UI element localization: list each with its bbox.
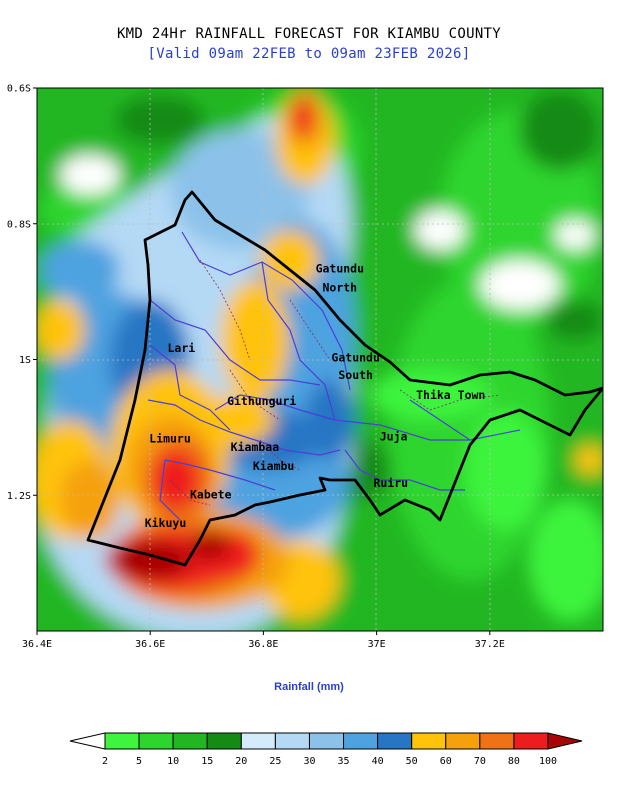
- colorbar-title: Rainfall (mm): [274, 681, 344, 693]
- place-label: Gatundu: [316, 262, 364, 276]
- rainfall-field: Gatundu North Lari Gatundu South Githunguri Th…: [37, 88, 603, 631]
- x-tick-label: 37.2E: [475, 639, 505, 650]
- x-tick-label: 36.8E: [248, 639, 278, 650]
- place-label: Limuru: [149, 431, 191, 445]
- grid-lines: [37, 88, 603, 631]
- colorbar-break-label: 2: [102, 756, 108, 767]
- colorbar-break-label: 15: [201, 756, 213, 767]
- y-tick-label: 0.6S: [7, 84, 31, 95]
- colorbar-break-label: 60: [440, 756, 452, 767]
- colorbar-break-label: 100: [539, 756, 557, 767]
- place-label: Githunguri: [227, 394, 296, 408]
- colorbar-break-label: 70: [474, 756, 486, 767]
- colorbar-swatch: [206, 732, 242, 750]
- county-boundary: [86, 190, 603, 567]
- colorbar-swatch: [377, 732, 413, 750]
- colorbar-break-label: 40: [372, 756, 384, 767]
- colorbar-break-label: 35: [338, 756, 350, 767]
- place-label: South: [338, 368, 373, 382]
- place-label: North: [322, 281, 357, 295]
- colorbar-swatch: [479, 732, 515, 750]
- colorbar-swatch: [445, 732, 481, 750]
- place-labels: Gatundu North Lari Gatundu South Githunguri Th…: [145, 262, 486, 531]
- x-tick-label: 36.6E: [135, 639, 165, 650]
- place-label: Kiambaa: [231, 440, 280, 454]
- colorbar-swatch: [240, 732, 276, 750]
- colorbar-swatch: [274, 732, 310, 750]
- map-title: KMD 24Hr RAINFALL FORECAST FOR KIAMBU CO…: [116, 26, 502, 42]
- subcounty-boundaries: [147, 231, 521, 521]
- colorbar-high-triangle: [547, 732, 583, 750]
- ward-boundaries: [169, 259, 501, 506]
- colorbar-swatch: [513, 732, 549, 750]
- place-label: Gatundu: [331, 351, 379, 365]
- place-label: Kikuyu: [145, 516, 187, 530]
- map-subtitle: [Valid 09am 22FEB to 09am 23FEB 2026]: [147, 46, 471, 62]
- place-label: Kiambu: [253, 459, 295, 473]
- colorbar-break-label: 10: [167, 756, 179, 767]
- colorbar-swatch: [104, 732, 140, 750]
- colorbar-break-label: 25: [269, 756, 281, 767]
- place-label: Kabete: [190, 488, 232, 502]
- place-label: Juja: [380, 429, 408, 443]
- x-axis-ticks: 36.4E 36.6E 36.8E 37E 37.2E: [22, 631, 505, 650]
- x-tick-label: 36.4E: [22, 639, 52, 650]
- y-tick-label: 1S: [19, 355, 31, 366]
- y-tick-label: 1.2S: [7, 491, 31, 502]
- x-tick-label: 37E: [368, 639, 386, 650]
- colorbar-swatch: [308, 732, 345, 750]
- colorbar-swatch: [172, 732, 208, 750]
- y-axis-ticks: 0.6S 0.8S 1S 1.2S: [7, 84, 37, 502]
- colorbar-swatch: [343, 732, 379, 750]
- colorbar-swatch: [411, 732, 447, 750]
- colorbar-low-triangle: [69, 732, 106, 750]
- place-label: Lari: [167, 341, 195, 355]
- colorbar-break-label: 5: [136, 756, 142, 767]
- place-label: Ruiru: [373, 476, 408, 490]
- colorbar-break-label: 50: [406, 756, 418, 767]
- colorbar-break-label: 80: [508, 756, 520, 767]
- place-label: Thika Town: [416, 388, 485, 402]
- colorbar-break-label: 30: [303, 756, 315, 767]
- y-tick-label: 0.8S: [7, 219, 31, 230]
- colorbar-break-label: 20: [235, 756, 247, 767]
- colorbar-swatch: [138, 732, 174, 750]
- rainfall-colorbar: 2 5 10 15 20 25 30 35 40 50 60 70 80 100: [69, 732, 583, 767]
